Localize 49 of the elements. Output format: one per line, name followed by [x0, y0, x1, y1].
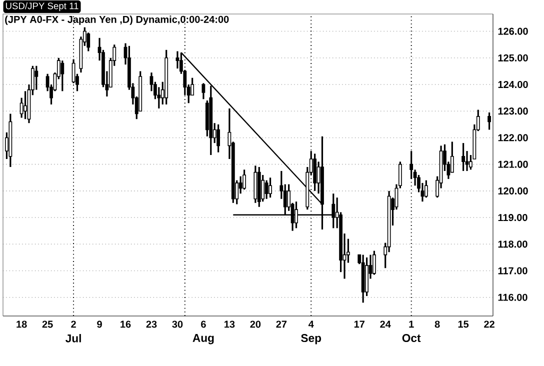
candlestick	[157, 86, 161, 110]
x-tick-label: 25	[42, 320, 53, 328]
x-tick-label: 24	[380, 320, 391, 328]
y-tick-label: 122.00	[498, 134, 528, 142]
candlestick	[372, 250, 376, 276]
x-tick-label: 18	[16, 320, 27, 328]
candlestick	[424, 179, 428, 198]
x-tick-label: 30	[172, 320, 183, 328]
x-tick-label: 13	[224, 320, 235, 328]
y-tick-label: 124.00	[498, 80, 528, 88]
x-tick-label: 20	[250, 320, 261, 328]
candlestick	[264, 179, 268, 200]
x-tick-label: 2	[71, 320, 76, 328]
candlestick	[34, 65, 38, 91]
y-tick-label: 117.00	[498, 267, 528, 274]
x-tick-label: 16	[120, 320, 131, 328]
candlestick	[462, 142, 465, 172]
y-tick-label: 123.00	[498, 108, 528, 115]
candlestick	[242, 168, 246, 190]
x-tick-label: 17	[354, 320, 364, 328]
x2-tick-label: Jul	[66, 334, 81, 342]
y-tick-label: 125.00	[498, 54, 528, 62]
x2-tick-label: Sep	[301, 334, 322, 344]
x-tick-label: 4	[308, 320, 314, 328]
y-tick-label: 116.00	[498, 294, 528, 301]
x-tick-label: 1	[409, 320, 414, 328]
x-tick-label: 15	[458, 320, 469, 328]
candlestick	[60, 60, 64, 92]
candlestick	[86, 32, 90, 52]
x2-tick-label: Oct	[402, 334, 421, 342]
candlestick	[202, 82, 206, 100]
x2-tick-label: Aug	[192, 334, 214, 344]
x-tick-label: 27	[276, 320, 287, 328]
candlestick	[268, 176, 272, 198]
y-tick-label: 118.00	[498, 240, 528, 248]
y-tick-label: 120.00	[498, 187, 528, 194]
x-tick-label: 6	[201, 320, 206, 328]
candlestick	[261, 174, 265, 202]
y-tick-label: 119.00	[498, 214, 528, 222]
y-tick-label: 121.00	[498, 160, 528, 168]
chart-subtitle: (JPY A0-FX - Japan Yen ,D) Dynamic,0:00-24:00	[5, 16, 229, 25]
candlestick	[24, 90, 27, 120]
chart-title: USD/JPY Sept 11	[6, 2, 78, 12]
y-tick-label: 126.00	[498, 28, 528, 35]
x-tick-label: 9	[97, 320, 102, 328]
candlestick	[216, 124, 220, 154]
x-tick-label: 22	[484, 320, 494, 328]
x-tick-label: 23	[146, 320, 157, 328]
x-tick-label: 8	[434, 320, 440, 328]
